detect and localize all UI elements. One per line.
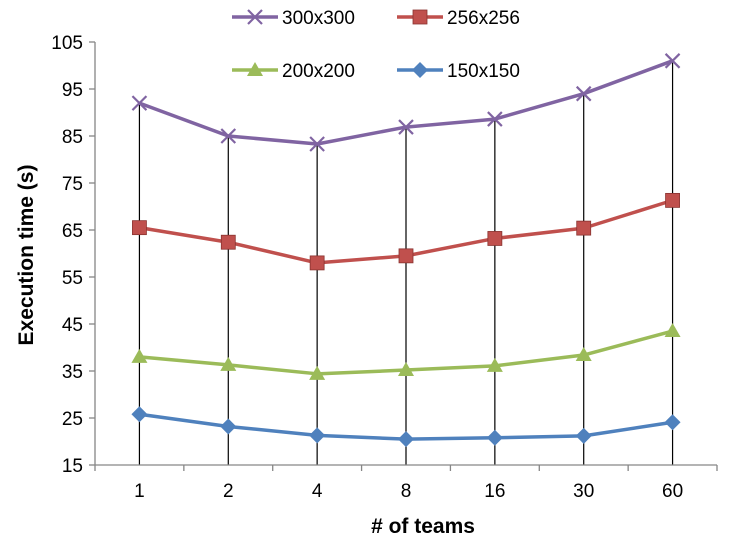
series-markers — [131, 53, 681, 448]
point-150x150-16 — [486, 429, 503, 446]
y-axis-title: Execution time (s) — [15, 165, 38, 346]
point-300x300-8 — [398, 119, 414, 135]
point-256x256-16 — [487, 231, 503, 246]
point-256x256-8 — [398, 248, 414, 264]
legend-marker-300x300 — [247, 9, 263, 25]
drop-lines — [138, 60, 674, 465]
point-300x300-1 — [131, 95, 148, 111]
point-200x200-2 — [220, 356, 237, 371]
legend-label-200x200: 200x200 — [282, 61, 355, 82]
y-tick-label-105: 105 — [51, 33, 83, 54]
legend-label-150x150: 150x150 — [447, 61, 520, 82]
point-200x200-60 — [664, 323, 681, 338]
point-300x300-16 — [487, 111, 503, 127]
y-tick-label-45: 45 — [62, 315, 83, 336]
y-tick-label-25: 25 — [62, 409, 83, 430]
y-tick-label-95: 95 — [62, 80, 83, 101]
point-256x256-4 — [309, 255, 325, 271]
x-tick-label-1: 1 — [134, 481, 145, 502]
y-tick-label-55: 55 — [62, 268, 83, 289]
point-300x300-30 — [575, 85, 592, 102]
legend: 300x300 256x256 200x200 150x150 — [232, 8, 520, 82]
x-tick-labels: 1 2 4 8 16 30 60 — [134, 481, 683, 502]
legend-item-256x256: 256x256 — [397, 8, 520, 29]
point-150x150-2 — [220, 418, 237, 435]
point-200x200-30 — [575, 347, 592, 362]
legend-marker-200x200 — [247, 62, 263, 76]
point-150x150-30 — [575, 427, 592, 444]
x-axis-title: # of teams — [371, 515, 475, 538]
legend-label-300x300: 300x300 — [282, 8, 355, 29]
y-tick-label-15: 15 — [62, 456, 83, 477]
legend-item-200x200: 200x200 — [232, 61, 355, 82]
y-tick-label-35: 35 — [62, 362, 83, 383]
point-150x150-60 — [664, 414, 681, 431]
x-tick-label-4: 4 — [312, 481, 323, 502]
point-150x150-8 — [398, 431, 414, 448]
legend-marker-256x256 — [412, 9, 428, 25]
axes — [89, 41, 718, 471]
y-tick-label-75: 75 — [62, 174, 83, 195]
point-200x200-16 — [486, 357, 503, 372]
point-300x300-4 — [309, 136, 325, 152]
x-tick-label-16: 16 — [484, 481, 505, 502]
legend-marker-150x150 — [412, 62, 428, 78]
point-200x200-4 — [309, 365, 326, 380]
legend-label-256x256: 256x256 — [447, 8, 520, 29]
x-tick-label-2: 2 — [223, 481, 234, 502]
y-tick-label-65: 65 — [62, 221, 83, 242]
point-256x256-2 — [220, 234, 236, 250]
point-150x150-4 — [309, 427, 326, 444]
x-tick-label-60: 60 — [662, 481, 683, 502]
x-tick-label-30: 30 — [573, 481, 594, 502]
point-256x256-1 — [132, 220, 147, 236]
point-256x256-60 — [665, 192, 680, 208]
point-256x256-30 — [576, 220, 592, 236]
point-300x300-60 — [664, 53, 681, 69]
point-200x200-1 — [131, 348, 148, 363]
y-tick-label-85: 85 — [62, 127, 83, 148]
legend-item-150x150: 150x150 — [397, 61, 520, 82]
legend-item-300x300: 300x300 — [232, 8, 355, 29]
y-tick-labels: 15 25 35 45 55 65 75 85 95 105 — [51, 33, 83, 477]
point-200x200-8 — [398, 362, 414, 377]
x-tick-label-8: 8 — [401, 481, 412, 502]
point-300x300-2 — [220, 128, 237, 144]
point-150x150-1 — [131, 406, 148, 423]
